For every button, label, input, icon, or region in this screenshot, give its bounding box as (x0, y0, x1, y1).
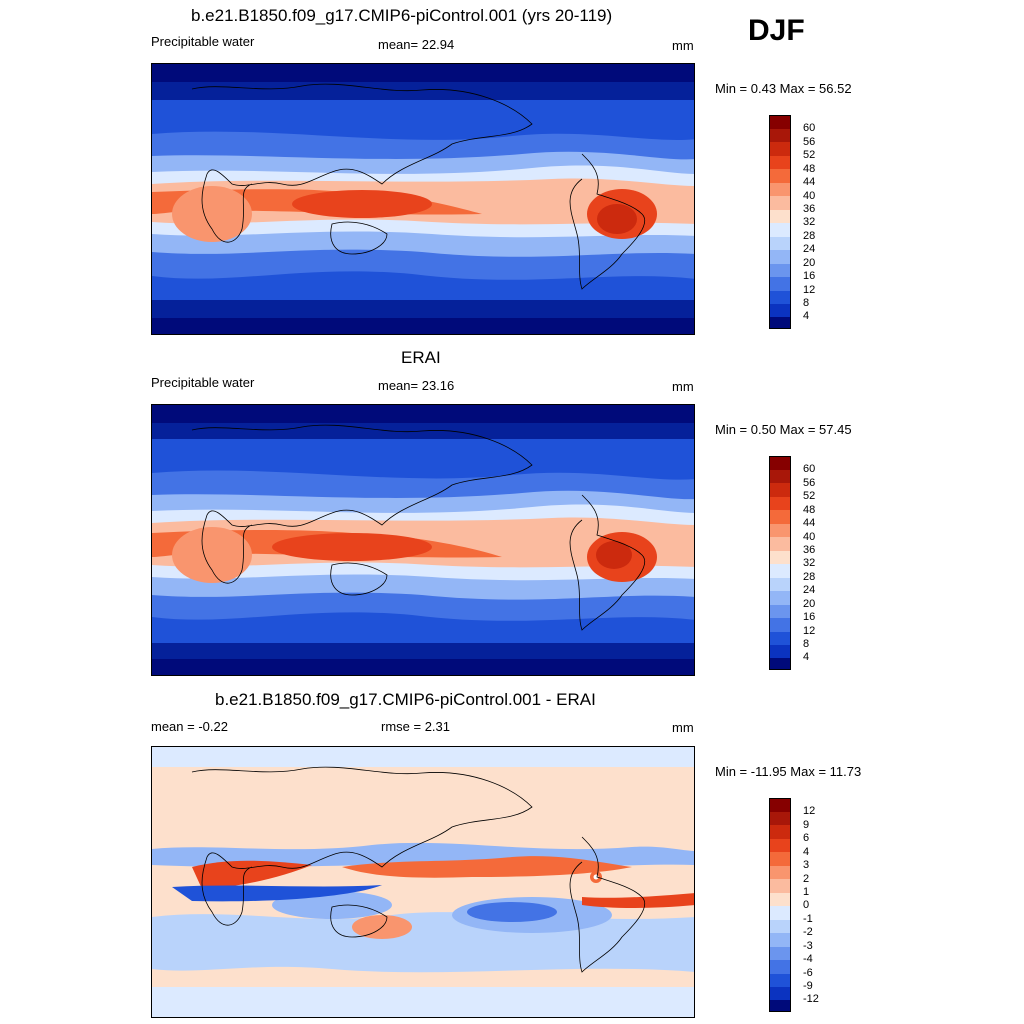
panel3-cbar-label: 6 (803, 832, 810, 844)
panel1-cbar-label: 28 (803, 230, 816, 242)
panel3-cbar-label: -12 (803, 993, 819, 1005)
panel2-cbar-label: 40 (803, 531, 816, 543)
panel1-units: mm (672, 38, 694, 53)
panel2-title: ERAI (401, 348, 441, 367)
panel1-cbar-label: 24 (803, 243, 816, 255)
panel3-cbar-label: 3 (803, 859, 810, 871)
season-label: DJF (748, 14, 805, 47)
panel3-cbar-label: 12 (803, 805, 816, 817)
panel1-map (151, 63, 695, 335)
panel1-cbar-label: 36 (803, 203, 816, 215)
panel2-cbar-label: 16 (803, 611, 816, 623)
panel3-map (151, 746, 695, 1018)
panel3-cbar-label: -9 (803, 980, 813, 992)
panel2-cbar-label: 32 (803, 557, 816, 569)
panel1-variable-label: Precipitable water (151, 34, 255, 49)
panel3-minmax: Min = -11.95 Max = 11.73 (715, 764, 862, 779)
panel3-rmse-label: rmse = 2.31 (381, 719, 451, 734)
panel3-cbar-label: -2 (803, 926, 813, 938)
panel1-cbar-label: 20 (803, 257, 816, 269)
panel2-cbar-label: 20 (803, 598, 816, 610)
panel1-cbar-label: 60 (803, 122, 816, 134)
panel2-variable-label: Precipitable water (151, 375, 255, 390)
panel2-cbar-label: 44 (803, 517, 816, 529)
panel2-colorbar (769, 456, 791, 670)
panel3-cbar-label: -1 (803, 913, 813, 925)
panel2-cbar-label: 4 (803, 651, 810, 663)
panel3-cbar-label: 1 (803, 886, 810, 898)
panel1-cbar-label: 32 (803, 216, 816, 228)
panel2-cbar-label: 8 (803, 638, 810, 650)
panel1-cbar-label: 4 (803, 310, 810, 322)
panel1-cbar-label: 16 (803, 270, 816, 282)
panel1-cbar-label: 52 (803, 149, 816, 161)
panel3-cbar-label: 2 (803, 873, 810, 885)
panel3-cbar-label: 9 (803, 819, 810, 831)
panel2-cbar-label: 60 (803, 463, 816, 475)
panel3-colorbar (769, 798, 791, 1012)
panel2-minmax: Min = 0.50 Max = 57.45 (715, 422, 852, 437)
panel2-cbar-label: 36 (803, 544, 816, 556)
panel3-title: b.e21.B1850.f09_g17.CMIP6-piControl.001 … (215, 690, 596, 709)
panel1-cbar-label: 8 (803, 297, 810, 309)
panel2-cbar-label: 56 (803, 477, 816, 489)
panel1-cbar-label: 44 (803, 176, 816, 188)
panel2-units: mm (672, 379, 694, 394)
panel2-mean-label: mean= 23.16 (378, 378, 455, 393)
panel3-cbar-label: -4 (803, 953, 813, 965)
panel1-cbar-label: 40 (803, 190, 816, 202)
panel2-cbar-label: 24 (803, 584, 816, 596)
panel1-cbar-label: 56 (803, 136, 816, 148)
panel3-cbar-label: 0 (803, 899, 810, 911)
panel2-map (151, 404, 695, 676)
panel3-mean-label: mean = -0.22 (151, 719, 228, 734)
panel1-minmax: Min = 0.43 Max = 56.52 (715, 81, 852, 96)
panel3-units: mm (672, 720, 694, 735)
panel3-cbar-label: 4 (803, 846, 810, 858)
panel2-cbar-label: 48 (803, 504, 816, 516)
panel2-cbar-label: 12 (803, 625, 816, 637)
panel1-cbar-label: 12 (803, 284, 816, 296)
panel3-cbar-label: -3 (803, 940, 813, 952)
panel1-title: b.e21.B1850.f09_g17.CMIP6-piControl.001 … (191, 6, 613, 25)
panel2-cbar-label: 28 (803, 571, 816, 583)
panel1-cbar-label: 48 (803, 163, 816, 175)
panel2-cbar-label: 52 (803, 490, 816, 502)
panel1-colorbar (769, 115, 791, 329)
panel1-mean-label: mean= 22.94 (378, 37, 455, 52)
panel3-cbar-label: -6 (803, 967, 813, 979)
